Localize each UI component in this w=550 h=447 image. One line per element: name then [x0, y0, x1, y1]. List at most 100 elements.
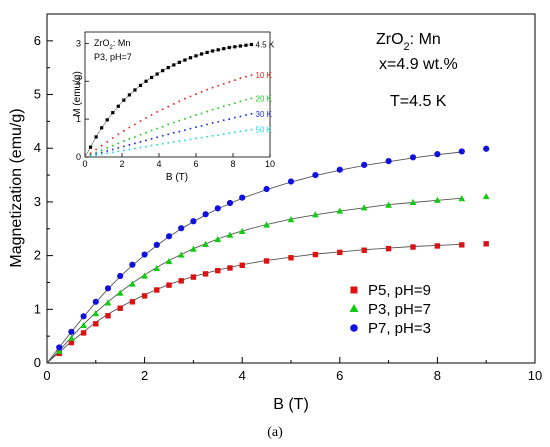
inset-point-series-3 — [228, 103, 231, 106]
data-point-series-2 — [177, 251, 185, 258]
inset-point-series-5 — [145, 145, 147, 148]
inset-point-series-2 — [122, 129, 125, 132]
inset-point-series-1 — [244, 43, 248, 47]
data-point-series-3 — [153, 241, 160, 248]
data-point-series-2 — [238, 227, 246, 235]
inset-series-label: 10 K — [256, 71, 273, 80]
inset-point-series-5 — [100, 153, 103, 156]
inset-point-series-4 — [195, 126, 197, 129]
inset-point-series-2 — [117, 133, 120, 136]
inset-point-series-4 — [145, 139, 147, 142]
data-point-series-3 — [178, 225, 185, 232]
legend-marker-p5 — [350, 286, 358, 294]
inset-background — [74, 26, 286, 182]
data-point-series-2 — [153, 264, 161, 272]
inset-y-axis-label: M (emu/g) — [72, 71, 83, 117]
inset-point-series-4 — [206, 123, 209, 126]
data-point-series-1 — [68, 339, 75, 346]
inset-point-series-4 — [178, 130, 181, 133]
inset-point-series-1 — [211, 49, 215, 53]
inset-point-series-2 — [200, 90, 203, 93]
inset-point-series-5 — [111, 151, 114, 154]
data-point-series-1 — [263, 258, 270, 264]
inset-point-series-4 — [167, 133, 170, 136]
inset-point-series-5 — [95, 154, 98, 157]
inset-point-series-1 — [150, 75, 154, 80]
inset-point-series-2 — [150, 114, 153, 116]
data-point-series-2 — [409, 198, 417, 206]
inset-point-series-2 — [245, 75, 247, 78]
inset-point-series-4 — [100, 151, 103, 154]
inset-point-series-5 — [189, 138, 192, 141]
y-tick-label: 2 — [34, 248, 41, 263]
inset-point-series-3 — [200, 112, 203, 115]
data-point-series-2 — [141, 272, 148, 279]
inset-point-series-4 — [250, 112, 253, 115]
inset-point-series-4 — [228, 118, 231, 121]
inset-x-tick-label: 6 — [193, 159, 198, 169]
inset-point-series-1 — [233, 45, 237, 49]
inset-point-series-1 — [194, 54, 198, 58]
inset-point-series-3 — [250, 97, 253, 100]
inset-point-series-4 — [161, 134, 164, 137]
data-point-series-3 — [239, 194, 246, 201]
legend-label-p7: P7, pH=3 — [368, 320, 431, 337]
inset-point-series-3 — [156, 127, 159, 130]
inset-point-series-3 — [206, 110, 209, 113]
inset-series-label: 50 K — [256, 126, 273, 135]
inset-point-series-4 — [172, 131, 175, 134]
inset-x-tick-label: 10 — [265, 159, 275, 169]
inset-point-series-4 — [245, 114, 247, 116]
inset-point-series-3 — [161, 125, 164, 128]
inset-point-series-4 — [122, 145, 125, 148]
data-point-series-2 — [434, 196, 441, 203]
inset-point-series-1 — [111, 111, 115, 115]
inset-point-series-1 — [133, 88, 137, 92]
legend-label-p5: P5, pH=9 — [368, 282, 431, 299]
inset-point-series-1 — [216, 48, 220, 52]
data-point-series-1 — [190, 274, 197, 280]
inset-point-series-2 — [128, 126, 131, 129]
inset-point-series-4 — [150, 137, 153, 140]
inset-x-axis-label: B (T) — [166, 172, 188, 183]
inset-point-series-2 — [217, 84, 220, 87]
x-tick-label: 0 — [43, 368, 50, 383]
inset-point-series-2 — [89, 152, 92, 155]
inset-point-series-5 — [211, 134, 214, 137]
main-data-marks — [55, 145, 490, 357]
inset-series-label: 4.5 K — [256, 41, 275, 50]
data-point-series-1 — [288, 255, 294, 261]
inset-point-series-5 — [122, 149, 125, 152]
inset-point-series-5 — [222, 133, 225, 136]
inset-point-series-2 — [178, 100, 181, 103]
x-tick-label: 4 — [239, 368, 246, 383]
inset-point-series-5 — [178, 140, 181, 143]
inset-point-series-3 — [111, 144, 114, 147]
data-point-series-3 — [312, 171, 319, 179]
data-point-series-1 — [117, 305, 123, 311]
inset-point-series-3 — [145, 131, 147, 134]
data-point-series-1 — [105, 313, 111, 319]
x-tick-label: 6 — [336, 368, 343, 383]
data-point-series-1 — [483, 241, 489, 247]
data-point-series-2 — [68, 334, 75, 341]
inset-point-series-5 — [200, 136, 203, 139]
data-point-series-1 — [434, 243, 441, 249]
y-tick-label: 4 — [34, 140, 41, 155]
y-axis-label: Magnetization (emu/g) — [8, 108, 25, 267]
data-point-series-3 — [165, 233, 173, 240]
inset-point-series-4 — [139, 140, 142, 143]
data-point-series-1 — [215, 267, 221, 274]
data-point-series-3 — [361, 161, 368, 168]
inset-point-series-4 — [106, 149, 109, 152]
inset-point-series-1 — [222, 47, 226, 51]
inset-point-series-5 — [217, 134, 220, 136]
inset-point-series-4 — [217, 120, 220, 123]
inset-point-series-1 — [205, 50, 209, 55]
inset-point-series-3 — [195, 114, 197, 116]
data-point-series-3 — [483, 145, 490, 152]
inset-point-series-1 — [238, 44, 242, 48]
inset-point-series-2 — [206, 88, 209, 91]
data-point-series-3 — [80, 313, 87, 320]
inset-point-series-5 — [183, 139, 186, 142]
